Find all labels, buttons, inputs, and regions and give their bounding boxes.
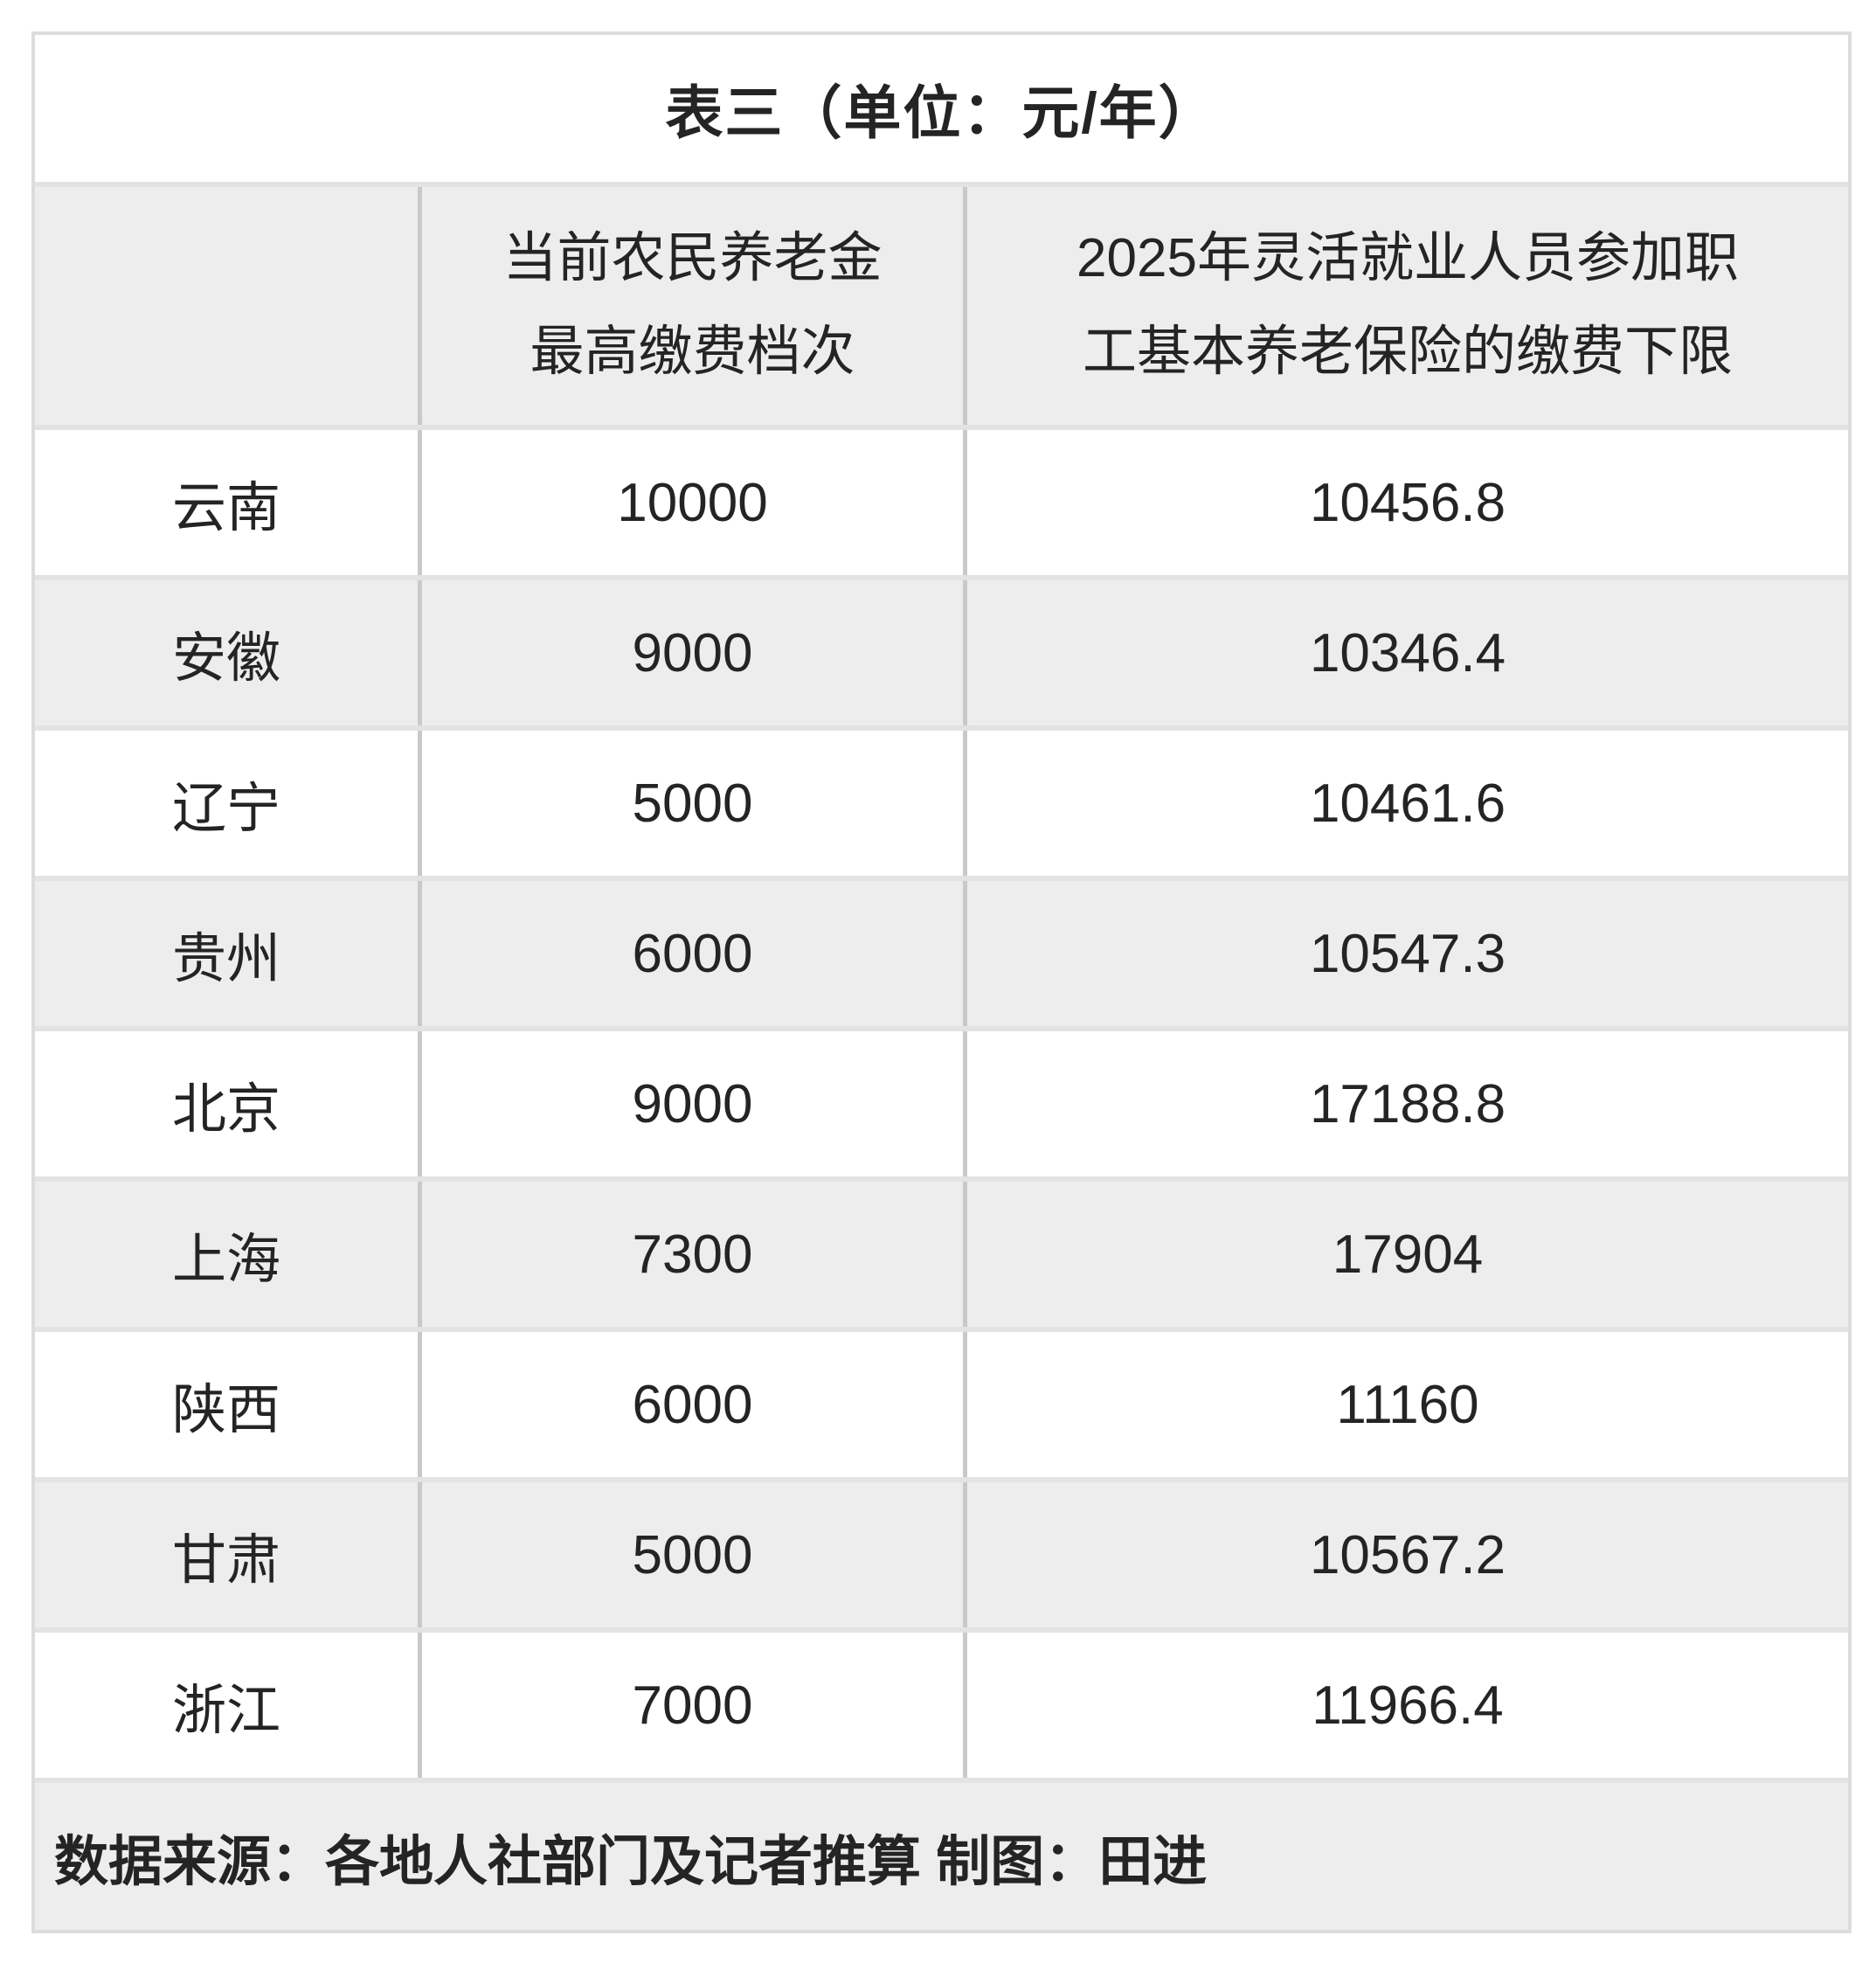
table-row-gansu: 甘肃 5000 10567.2 [35, 1477, 1848, 1627]
table-footer-row: 数据来源：各地人社部门及记者推算 制图：田进 [35, 1778, 1848, 1930]
header-2025-flexible-employment-lower-limit: 2025年灵活就业人员参加职 工基本养老保险的缴费下限 [963, 187, 1848, 425]
lower-limit-value: 10567.2 [963, 1482, 1848, 1627]
lower-limit-value: 10461.6 [963, 731, 1848, 876]
province-label: 上海 [171, 1230, 280, 1290]
lower-limit-value: 10346.4 [963, 580, 1848, 725]
max-tier-value: 5000 [418, 1482, 963, 1627]
max-tier-value: 10000 [418, 430, 963, 575]
max-tier-value: 6000 [418, 881, 963, 1026]
table-row-beijing: 北京 9000 17188.8 [35, 1026, 1848, 1176]
lower-limit-value: 10456.8 [963, 430, 1848, 575]
table-row-guizhou: 贵州 6000 10547.3 [35, 876, 1848, 1026]
province-label: 甘肃 [171, 1530, 280, 1591]
table-row-liaoning: 辽宁 5000 10461.6 [35, 725, 1848, 876]
province-label: 北京 [171, 1079, 280, 1140]
header-province [35, 187, 418, 425]
source-note: 数据来源：各地人社部门及记者推算 制图：田进 [54, 1832, 1208, 1892]
header-current-farmer-pension-max-tier: 当前农民养老金 最高缴费档次 [418, 187, 963, 425]
province-label: 辽宁 [171, 779, 280, 839]
max-tier-value: 9000 [418, 1031, 963, 1176]
lower-limit-value: 17188.8 [963, 1031, 1848, 1176]
table-row-shaanxi: 陕西 6000 11160 [35, 1327, 1848, 1477]
pension-table: 表三（单位：元/年） 当前农民养老金 最高缴费档次 2025年灵活就业人员参加职… [31, 31, 1852, 1933]
lower-limit-value: 11966.4 [963, 1633, 1848, 1778]
lower-limit-value: 10547.3 [963, 881, 1848, 1026]
table-row-zhejiang: 浙江 7000 11966.4 [35, 1627, 1848, 1778]
table-title: 表三（单位：元/年） [665, 80, 1218, 145]
province-label: 浙江 [171, 1681, 280, 1741]
province-label: 云南 [171, 478, 280, 538]
table-header-row: 当前农民养老金 最高缴费档次 2025年灵活就业人员参加职 工基本养老保险的缴费… [35, 182, 1848, 425]
max-tier-value: 7000 [418, 1633, 963, 1778]
table-title-row: 表三（单位：元/年） [35, 35, 1848, 182]
max-tier-value: 9000 [418, 580, 963, 725]
table-row-shanghai: 上海 7300 17904 [35, 1176, 1848, 1327]
lower-limit-value: 17904 [963, 1182, 1848, 1327]
province-label: 安徽 [171, 628, 280, 689]
table-row-anhui: 安徽 9000 10346.4 [35, 575, 1848, 725]
max-tier-value: 5000 [418, 731, 963, 876]
lower-limit-value: 11160 [963, 1332, 1848, 1477]
table-row-yunnan: 云南 10000 10456.8 [35, 425, 1848, 575]
province-label: 贵州 [171, 929, 280, 989]
max-tier-value: 7300 [418, 1182, 963, 1327]
province-label: 陕西 [171, 1380, 280, 1440]
max-tier-value: 6000 [418, 1332, 963, 1477]
